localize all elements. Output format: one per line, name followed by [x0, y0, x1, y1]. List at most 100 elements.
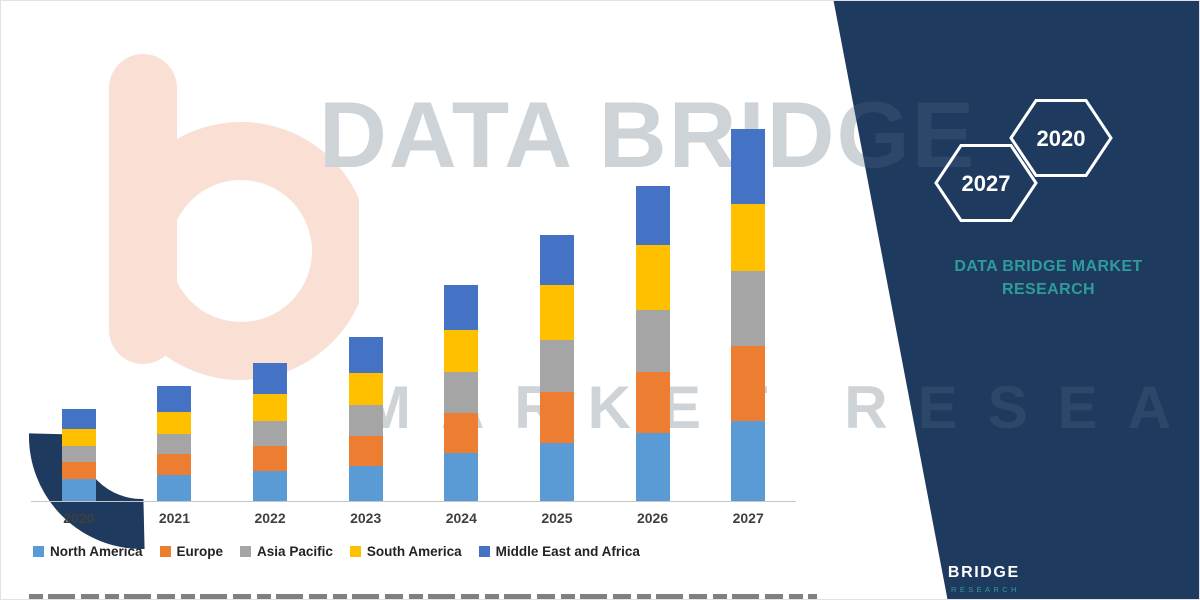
footer-brand-name: DATA BRIDGE: [894, 564, 1020, 581]
forecast-hexagons: 2027 2020: [934, 99, 1113, 222]
segment-2020-europe: [61, 461, 96, 479]
bar-2022: [253, 363, 288, 501]
bar-slot-2027: [700, 129, 796, 501]
segment-2022-south-america: [253, 393, 288, 421]
footer-logo-icon: [845, 560, 877, 599]
segment-2020-middle-east-and-africa: [61, 408, 96, 429]
legend-item-asia-pacific: Asia Pacific: [240, 544, 333, 559]
segment-2025-middle-east-and-africa: [539, 234, 574, 285]
legend-label-north-america: North America: [50, 544, 143, 559]
segment-2024-middle-east-and-africa: [444, 284, 479, 331]
stacked-bar-chart: 2020 2021 2022 2023 2024 2025 2026 2027 North A…: [31, 111, 796, 591]
legend-item-south-america: South America: [349, 544, 462, 559]
segment-2027-asia-pacific: [731, 270, 766, 347]
legend-label-asia-pacific: Asia Pacific: [257, 544, 333, 559]
segment-2022-asia-pacific: [253, 420, 288, 446]
x-label-2022: 2022: [254, 510, 286, 526]
legend-item-europe: Europe: [159, 544, 224, 559]
segment-2024-south-america: [444, 330, 479, 373]
segment-2023-north-america: [348, 465, 383, 501]
bar-slot-2021: [127, 385, 223, 501]
legend-label-south-america: South America: [366, 544, 462, 559]
segment-2022-middle-east-and-africa: [253, 363, 288, 394]
bar-slot-2025: [509, 234, 605, 501]
logo-ring-shape: [112, 122, 359, 380]
x-axis-labels: 2020 2021 2022 2023 2024 2025 2026 2027: [31, 510, 796, 526]
footer-logo: DATA BRIDGE MARKET RESEARCH: [844, 558, 1020, 599]
segment-2023-middle-east-and-africa: [348, 337, 383, 374]
segment-2027-south-america: [731, 204, 766, 271]
segment-2026-middle-east-and-africa: [635, 186, 670, 245]
segment-2021-north-america: [157, 474, 192, 501]
segment-2026-north-america: [635, 432, 670, 501]
segment-2026-south-america: [635, 244, 670, 311]
brand-name: DATA BRIDGE MARKET RESEARCH: [926, 255, 1171, 301]
hexagon-2027: [934, 144, 1038, 222]
dbmr-logo-watermark: [29, 54, 359, 549]
hexagon-2027-label: 2027: [962, 171, 1011, 196]
legend-swatch-asia-pacific: [240, 546, 252, 557]
legend-item-north-america: North America: [33, 544, 143, 559]
bar-slot-2020: [31, 408, 127, 501]
legend-swatch-south-america: [349, 546, 361, 557]
bar-2027: [731, 129, 766, 501]
segment-2023-south-america: [348, 373, 383, 406]
bar-slot-2024: [414, 284, 510, 501]
segment-2020-south-america: [61, 428, 96, 446]
segment-2022-north-america: [253, 470, 288, 501]
segment-2025-south-america: [539, 284, 574, 341]
x-label-2021: 2021: [158, 510, 191, 526]
x-label-2027: 2027: [732, 510, 764, 526]
footer-logo-text: DATA BRIDGE MARKET RESEARCH: [894, 564, 1020, 594]
segment-2025-north-america: [539, 442, 574, 501]
legend-label-europe: Europe: [176, 544, 224, 559]
segment-2020-north-america: [61, 478, 96, 501]
segment-2027-europe: [731, 346, 766, 421]
segment-2021-middle-east-and-africa: [157, 385, 192, 412]
segment-2025-asia-pacific: [539, 340, 574, 393]
segment-2021-europe: [157, 453, 192, 475]
segment-2024-north-america: [444, 452, 479, 501]
segment-2024-asia-pacific: [444, 372, 479, 413]
segment-2027-north-america: [731, 420, 766, 501]
footer-brand-tagline: MARKET RESEARCH: [894, 585, 1020, 594]
legend-swatch-north-america: [33, 546, 44, 557]
hexagon-2020-label: 2020: [1037, 126, 1086, 151]
bars-plot-area: [31, 121, 796, 501]
bar-2025: [539, 234, 574, 501]
bar-2020: [61, 408, 96, 501]
bar-2026: [635, 186, 670, 501]
segment-2021-asia-pacific: [157, 433, 192, 454]
segment-2026-asia-pacific: [635, 310, 670, 373]
segment-2026-europe: [635, 372, 670, 433]
brand-name-line1: DATA BRIDGE MARKET: [954, 258, 1143, 275]
x-label-2025: 2025: [541, 510, 573, 526]
bar-2024: [444, 284, 479, 501]
x-label-2020: 2020: [63, 510, 95, 526]
segment-2020-asia-pacific: [61, 445, 96, 462]
legend-label-middle-east-and-africa: Middle East and Africa: [495, 544, 640, 559]
segment-2027-middle-east-and-africa: [731, 129, 766, 205]
segment-2021-south-america: [157, 411, 192, 434]
legend-swatch-europe: [159, 546, 171, 557]
chart-legend: North America Europe Asia Pacific South Ame…: [33, 544, 640, 559]
segment-2024-europe: [444, 412, 479, 453]
bar-2023: [348, 337, 383, 501]
bar-slot-2022: [222, 363, 318, 501]
segment-2025-europe: [539, 392, 574, 443]
bar-slot-2023: [318, 337, 414, 501]
segment-2023-europe: [348, 435, 383, 466]
segment-2022-europe: [253, 445, 288, 471]
bar-slot-2026: [605, 186, 701, 501]
legend-swatch-middle-east-and-africa: [478, 546, 490, 557]
x-label-2024: 2024: [445, 510, 477, 526]
brand-name-line2: RESEARCH: [1002, 281, 1095, 299]
x-label-2023: 2023: [350, 510, 382, 526]
hexagon-2020: [1009, 99, 1113, 177]
x-axis-line: [31, 501, 796, 502]
x-label-2026: 2026: [636, 510, 669, 526]
segment-2023-asia-pacific: [348, 405, 383, 436]
bar-2021: [157, 385, 192, 501]
